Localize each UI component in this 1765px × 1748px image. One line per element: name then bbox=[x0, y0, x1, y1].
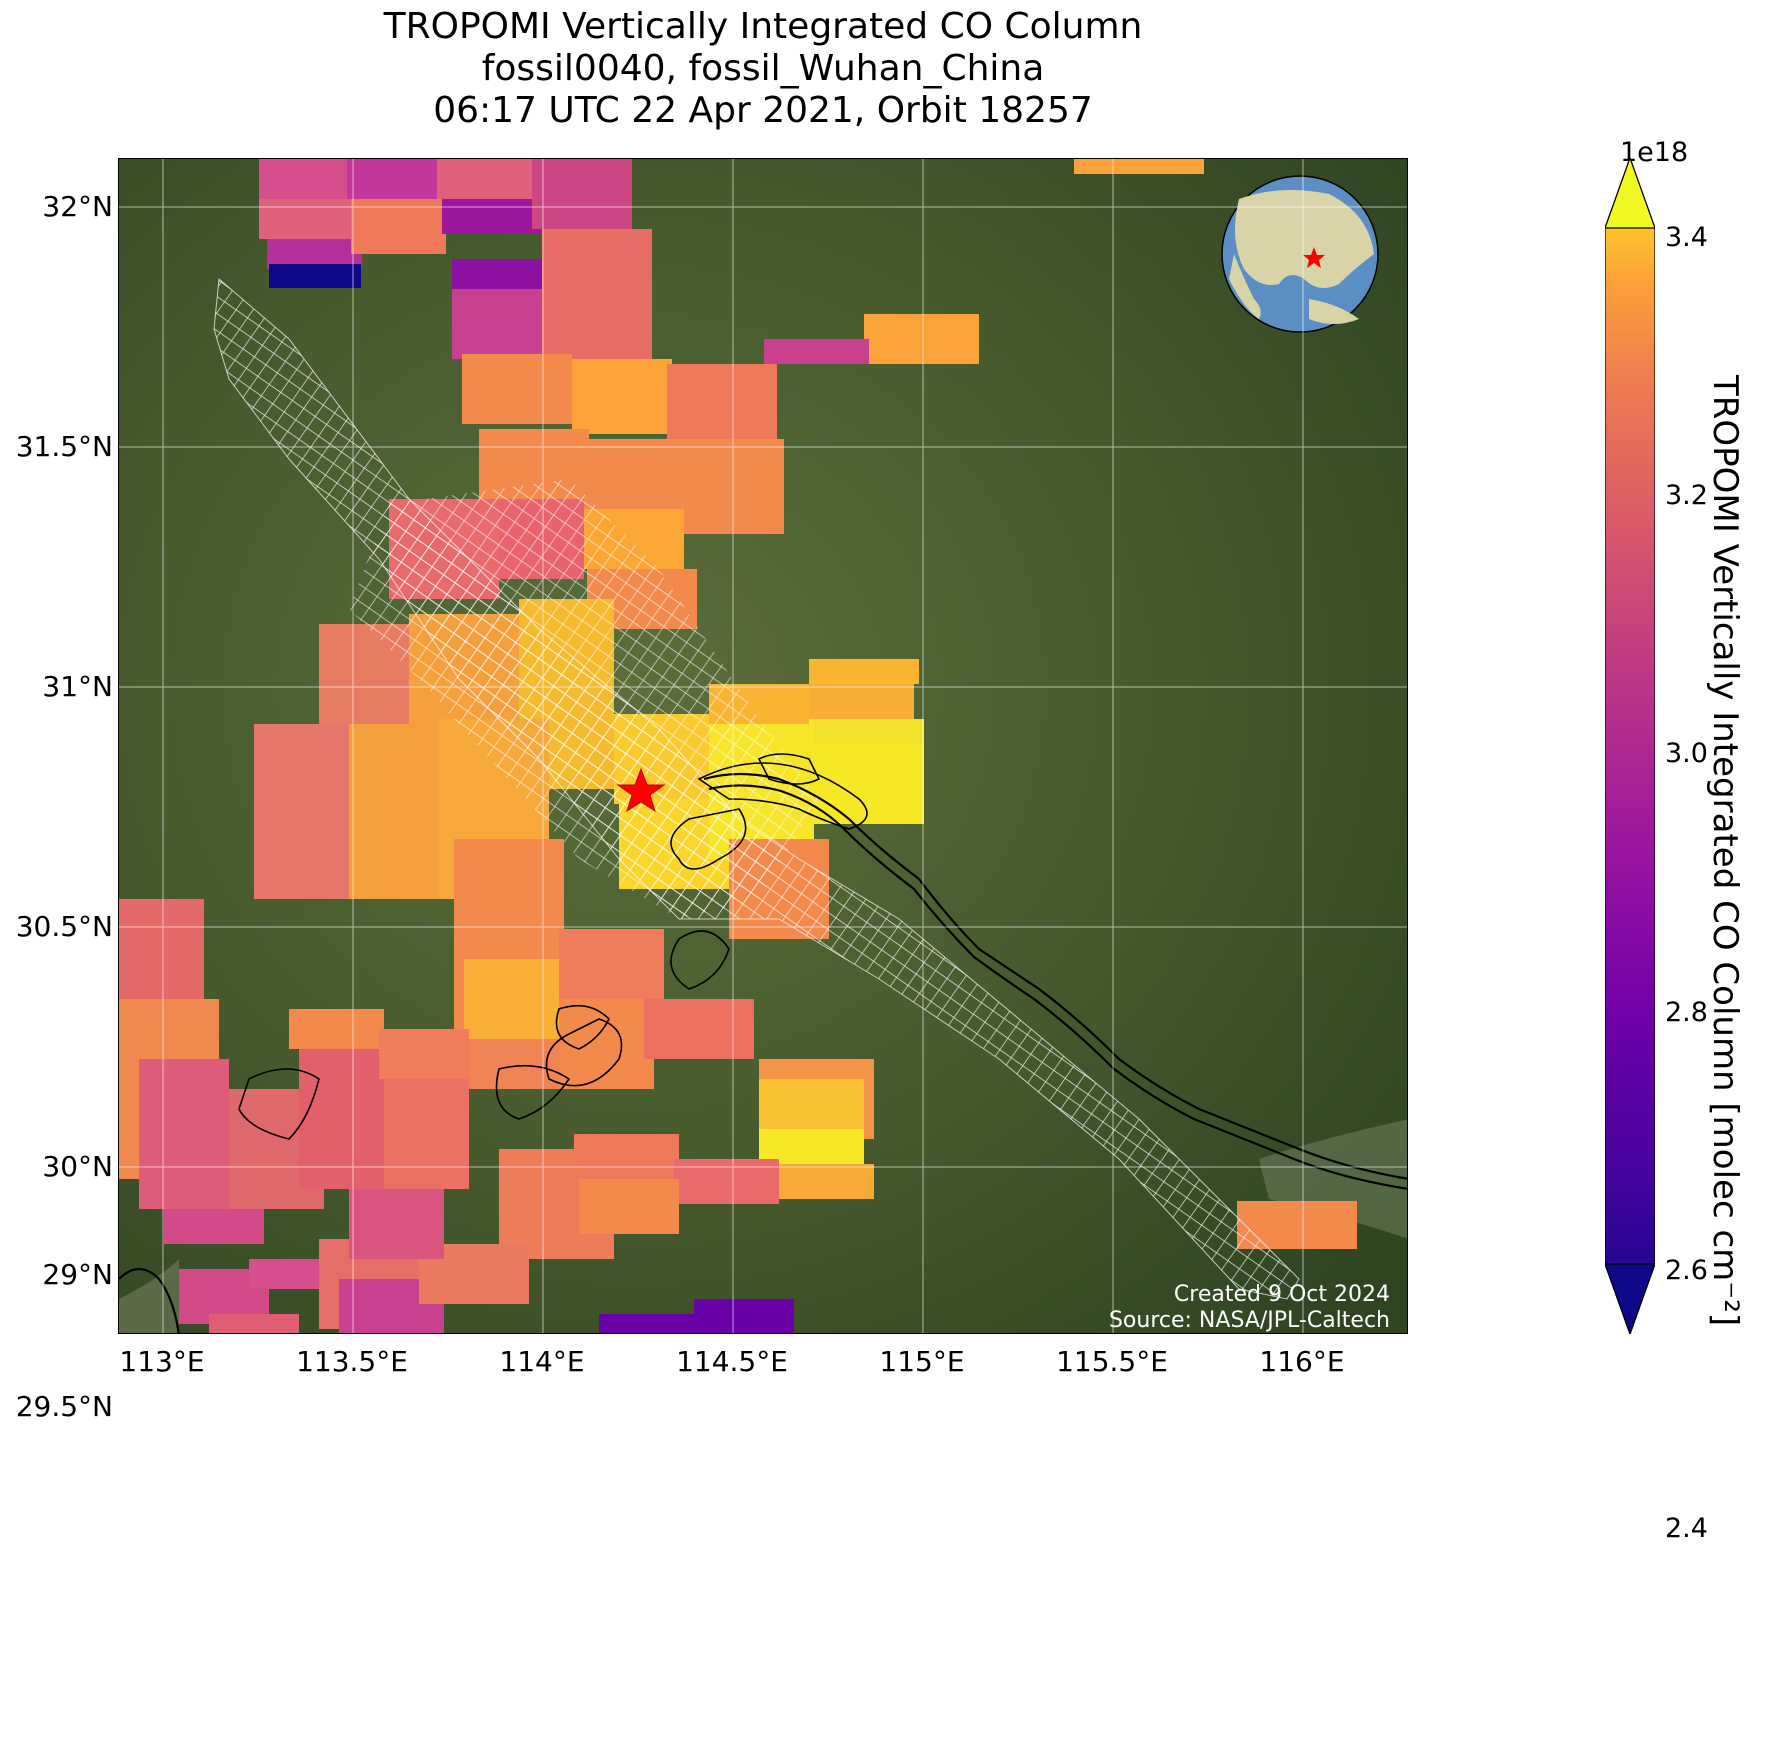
colorbar-label: TROPOMI Vertically Integrated CO Column … bbox=[1705, 375, 1745, 1327]
source-star-marker bbox=[616, 767, 666, 813]
colorbar-tick-2-8: 2.8 bbox=[1665, 997, 1708, 1028]
lon-label-115: 115°E bbox=[879, 1345, 965, 1378]
colorbar-tick-2-4: 2.4 bbox=[1665, 1513, 1708, 1544]
lat-label-30: 30°N bbox=[42, 1150, 113, 1183]
map-canvas bbox=[119, 159, 1407, 1333]
credit-source: Source: NASA/JPL-Caltech bbox=[1108, 1308, 1390, 1333]
lon-label-113-5: 113.5°E bbox=[296, 1345, 408, 1378]
lon-label-115-5: 115.5°E bbox=[1056, 1345, 1168, 1378]
inset-globe bbox=[1221, 175, 1379, 333]
lake-west bbox=[119, 1259, 179, 1333]
map-panel[interactable] bbox=[118, 158, 1408, 1334]
colorbar-tick-3-4: 3.4 bbox=[1665, 222, 1708, 253]
lon-label-113: 113°E bbox=[119, 1345, 205, 1378]
lake-east bbox=[1259, 1119, 1407, 1239]
credit-created: Created 9 Oct 2024 bbox=[1173, 1282, 1390, 1307]
title-line-2: fossil0040, fossil_Wuhan_China bbox=[481, 48, 1045, 89]
colorbar-tick-2-6: 2.6 bbox=[1665, 1255, 1708, 1286]
plume-mask-hatch bbox=[213, 277, 1300, 1300]
lat-label-30-5: 30.5°N bbox=[15, 910, 113, 943]
lon-label-114-5: 114.5°E bbox=[676, 1345, 788, 1378]
colorbar-tick-3-2: 3.2 bbox=[1665, 480, 1708, 511]
lat-label-32: 32°N bbox=[42, 190, 113, 223]
colorbar bbox=[1605, 158, 1655, 1334]
lat-label-31-5: 31.5°N bbox=[15, 430, 113, 463]
title-line-1: TROPOMI Vertically Integrated CO Column bbox=[383, 6, 1143, 47]
lat-label-29-5: 29.5°N bbox=[15, 1390, 113, 1423]
gridlines bbox=[119, 159, 1407, 1333]
title-line-3: 06:17 UTC 22 Apr 2021, Orbit 18257 bbox=[433, 90, 1093, 131]
lat-label-29: 29°N bbox=[42, 1258, 113, 1291]
colorbar-tick-3-0: 3.0 bbox=[1665, 738, 1708, 769]
lat-label-31: 31°N bbox=[42, 670, 113, 703]
yangtze-river bbox=[119, 772, 1407, 1333]
lon-label-114: 114°E bbox=[499, 1345, 585, 1378]
city-outline-wuhan bbox=[238, 753, 868, 1140]
lon-label-116: 116°E bbox=[1259, 1345, 1345, 1378]
